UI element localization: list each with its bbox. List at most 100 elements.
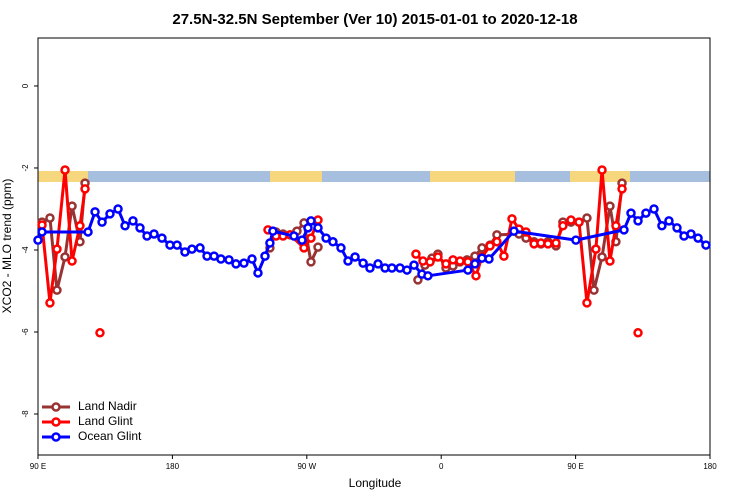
data-point: [411, 249, 421, 259]
data-point: [409, 260, 419, 270]
data-point: [67, 256, 77, 266]
data-point: [571, 235, 581, 245]
data-point: [343, 256, 353, 266]
data-point: [597, 252, 607, 262]
legend-marker: [51, 402, 61, 412]
data-point: [633, 216, 643, 226]
data-point: [582, 298, 592, 308]
data-point: [373, 259, 383, 269]
data-point: [336, 243, 346, 253]
data-point: [306, 257, 316, 267]
data-point: [149, 229, 159, 239]
y-tick-label: -4: [21, 246, 30, 254]
data-point: [693, 233, 703, 243]
data-point: [52, 244, 62, 254]
data-point: [605, 201, 615, 211]
data-point: [60, 165, 70, 175]
y-tick-label: 0: [21, 83, 30, 88]
data-point: [387, 263, 397, 273]
data-point: [423, 271, 433, 281]
data-point: [97, 217, 107, 227]
data-point: [195, 243, 205, 253]
data-point: [471, 271, 481, 281]
data-point: [551, 238, 561, 248]
data-point: [120, 221, 130, 231]
x-tick-label: 90 E: [567, 462, 583, 471]
data-point: [425, 257, 435, 267]
data-point: [499, 251, 509, 261]
data-point: [402, 265, 412, 275]
data-point: [80, 184, 90, 194]
legend-marker: [51, 432, 61, 442]
data-point: [477, 243, 487, 253]
data-point: [60, 252, 70, 262]
data-point: [321, 233, 331, 243]
legend-label: Ocean Glint: [78, 429, 142, 443]
data-point: [701, 240, 711, 250]
data-point: [247, 254, 257, 264]
data-point: [509, 226, 519, 236]
x-tick-label: 180: [166, 462, 180, 471]
data-point: [649, 204, 659, 214]
data-point: [558, 221, 568, 231]
data-point: [75, 221, 85, 231]
data-point: [239, 258, 249, 268]
data-point: [289, 231, 299, 241]
y-tick-label: -8: [21, 410, 30, 418]
data-point: [626, 208, 636, 218]
data-point: [455, 256, 465, 266]
data-point: [611, 221, 621, 231]
data-point: [45, 298, 55, 308]
data-point: [224, 255, 234, 265]
data-point: [306, 233, 316, 243]
x-axis-label: Longitude: [349, 476, 402, 490]
data-point: [231, 259, 241, 269]
data-point: [617, 184, 627, 194]
data-point: [485, 241, 495, 251]
data-point: [589, 285, 599, 295]
data-point: [187, 244, 197, 254]
data-point: [268, 226, 278, 236]
data-point: [507, 214, 517, 224]
data-point: [299, 243, 309, 253]
x-tick-label: 90 E: [30, 462, 46, 471]
data-point: [633, 328, 643, 338]
data-point: [470, 259, 480, 269]
data-point: [157, 233, 167, 243]
data-point: [33, 235, 43, 245]
data-point: [328, 237, 338, 247]
data-point: [686, 229, 696, 239]
data-point: [619, 225, 629, 235]
data-point: [216, 254, 226, 264]
data-point: [365, 263, 375, 273]
data-point: [75, 237, 85, 247]
data-point: [45, 213, 55, 223]
data-point: [128, 216, 138, 226]
chart-title: 27.5N-32.5N September (Ver 10) 2015-01-0…: [172, 11, 577, 28]
data-point: [463, 265, 473, 275]
data-point: [672, 223, 682, 233]
data-point: [484, 254, 494, 264]
data-point: [113, 204, 123, 214]
x-tick-label: 90 W: [297, 462, 316, 471]
data-point: [566, 215, 576, 225]
x-tick-label: 180: [703, 462, 717, 471]
x-tick-label: 0: [439, 462, 444, 471]
series-line: [41, 182, 624, 292]
data-point: [37, 227, 47, 237]
data-point: [605, 256, 615, 266]
data-point: [95, 328, 105, 338]
legend-marker: [51, 417, 61, 427]
data-point: [260, 251, 270, 261]
data-point: [297, 235, 307, 245]
data-point: [265, 238, 275, 248]
data-point: [52, 285, 62, 295]
y-tick-label: -2: [21, 164, 30, 172]
data-point: [313, 242, 323, 252]
data-point: [135, 223, 145, 233]
data-point: [105, 209, 115, 219]
data-point: [90, 207, 100, 217]
legend-label: Land Glint: [78, 414, 133, 428]
data-point: [313, 223, 323, 233]
